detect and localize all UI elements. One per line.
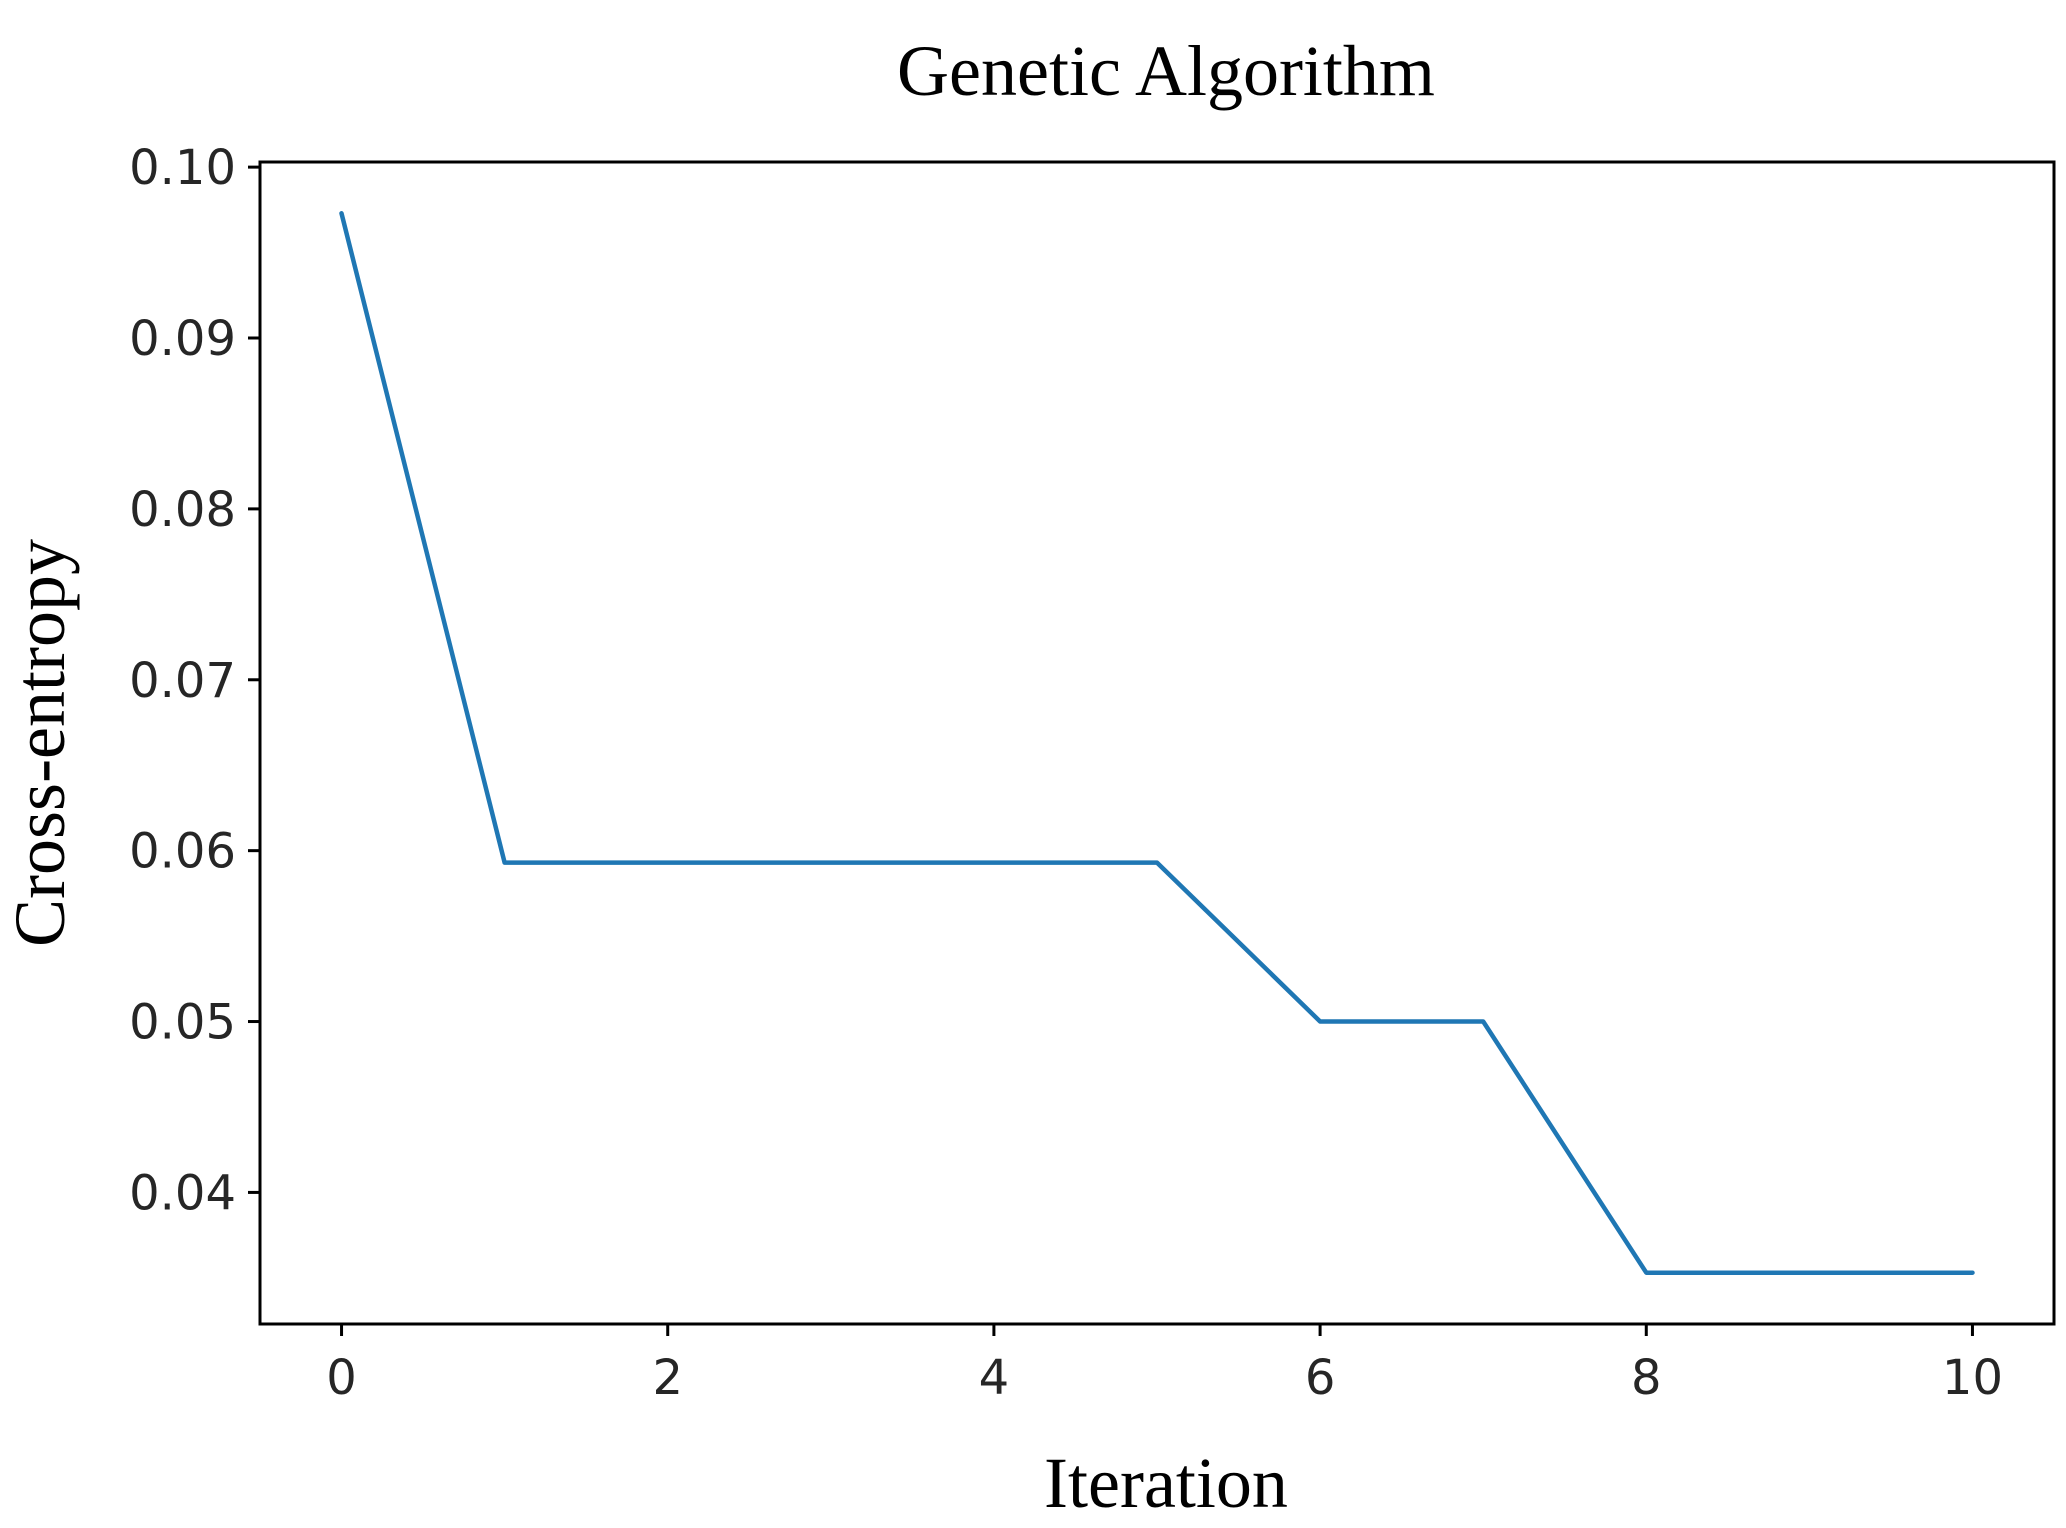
x-axis: 0 2 4 6 8 10: [326, 1324, 2003, 1406]
y-tick-label: 0.05: [129, 995, 236, 1051]
series-layer: [339, 211, 1975, 1275]
series-line: [339, 211, 1975, 1275]
y-tick-label: 0.08: [129, 482, 236, 538]
y-tick-label: 0.10: [129, 140, 236, 196]
plot-area: [258, 160, 2056, 1326]
plot-frame: [258, 160, 2056, 1326]
x-tick-label: 0: [326, 1350, 357, 1406]
x-tick-label: 8: [1631, 1350, 1662, 1406]
x-tick-label: 4: [979, 1350, 1010, 1406]
y-axis-label: Cross-entropy: [0, 539, 80, 947]
y-tick-label: 0.07: [129, 653, 236, 709]
y-axis: 0.04 0.05 0.06 0.07 0.08 0.09 0.10: [129, 140, 260, 1221]
x-tick-label: 10: [1942, 1350, 2003, 1406]
y-tick-label: 0.06: [129, 824, 236, 880]
y-tick-label: 0.04: [129, 1165, 236, 1221]
x-axis-label: Iteration: [1044, 1443, 1288, 1523]
chart-title: Genetic Algorithm: [897, 31, 1435, 111]
x-tick-label: 2: [652, 1350, 683, 1406]
x-tick-label: 6: [1305, 1350, 1336, 1406]
y-tick-label: 0.09: [129, 311, 236, 367]
